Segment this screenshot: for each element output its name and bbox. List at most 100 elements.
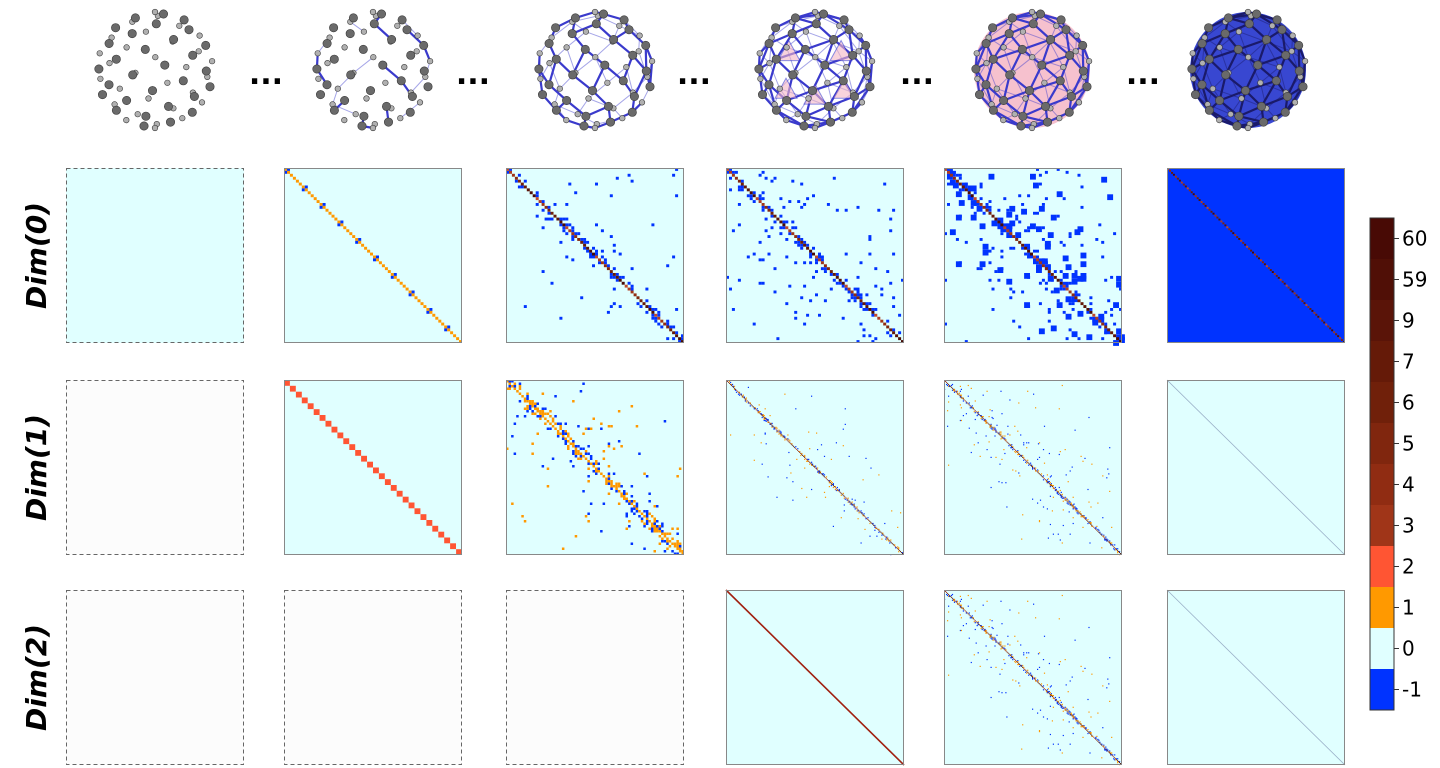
cell — [967, 605, 969, 607]
atom — [754, 64, 764, 74]
cell — [1000, 643, 1002, 645]
cell — [1037, 458, 1039, 460]
cell — [1081, 726, 1083, 728]
cell — [1023, 654, 1025, 656]
cell — [965, 402, 967, 404]
cell — [681, 337, 684, 341]
cell — [960, 388, 962, 390]
cell — [567, 435, 570, 438]
cell — [789, 464, 791, 466]
cell — [1069, 470, 1071, 472]
atom — [1281, 50, 1291, 60]
cell — [1075, 510, 1077, 512]
cell — [856, 275, 860, 279]
cell — [969, 617, 971, 619]
cell — [597, 470, 600, 473]
cell — [1114, 757, 1116, 759]
cell — [289, 385, 296, 392]
atom — [352, 111, 359, 118]
cell — [1017, 640, 1019, 642]
cell — [1004, 645, 1006, 647]
cell — [794, 316, 798, 320]
cell — [1036, 258, 1039, 262]
cell — [751, 405, 753, 407]
cell — [806, 496, 808, 498]
cell — [1228, 228, 1231, 231]
cell — [1065, 707, 1067, 709]
cell — [1216, 216, 1219, 219]
atom — [847, 107, 857, 117]
cell — [1256, 255, 1258, 258]
cell — [615, 278, 619, 282]
cell — [1067, 499, 1069, 501]
cell — [975, 642, 977, 644]
cell — [1065, 499, 1067, 501]
cell — [1013, 658, 1015, 660]
atom — [111, 54, 121, 64]
cell — [396, 490, 403, 497]
cell — [663, 550, 667, 553]
cell — [1081, 515, 1083, 517]
cell — [960, 606, 962, 608]
bond — [594, 56, 608, 84]
cell — [549, 410, 552, 413]
atom — [788, 70, 798, 80]
cell — [1044, 267, 1048, 271]
bond — [822, 13, 850, 31]
cell — [820, 444, 823, 446]
cell — [814, 466, 815, 468]
cell — [1090, 521, 1092, 524]
cell — [1021, 455, 1023, 457]
cell — [1072, 706, 1074, 708]
cell — [577, 450, 580, 453]
cell — [610, 480, 613, 483]
cell — [1047, 691, 1049, 693]
cell — [1112, 755, 1114, 757]
cell — [1049, 482, 1051, 484]
atom — [983, 59, 990, 67]
cell — [829, 287, 833, 291]
cell — [749, 197, 753, 201]
cell — [949, 173, 953, 177]
cell — [944, 232, 947, 236]
atom — [1199, 59, 1206, 67]
cell — [878, 474, 880, 476]
cell — [1234, 234, 1237, 236]
cell — [579, 447, 583, 450]
cell — [635, 505, 639, 508]
cell — [571, 229, 575, 233]
colorbar-segment — [1370, 505, 1394, 547]
cell — [630, 510, 634, 513]
cell — [886, 536, 888, 538]
atom — [848, 50, 858, 60]
cell — [989, 636, 991, 638]
cell — [742, 396, 744, 398]
cell — [1023, 666, 1025, 668]
atom — [551, 105, 561, 115]
cell — [584, 450, 588, 453]
bond — [1260, 80, 1278, 107]
bond — [1055, 25, 1077, 52]
cell — [1190, 191, 1193, 194]
cell — [889, 542, 891, 544]
bond — [585, 31, 613, 42]
cell — [367, 461, 373, 468]
cell — [1038, 281, 1042, 285]
cell — [405, 287, 409, 291]
cell — [1055, 489, 1057, 491]
atom — [551, 23, 561, 33]
cell — [284, 380, 290, 386]
cell — [678, 337, 682, 341]
cell — [995, 429, 997, 431]
cell — [962, 397, 964, 399]
cell — [612, 447, 616, 450]
cell — [1114, 547, 1116, 549]
cell — [1033, 393, 1035, 395]
cell — [821, 473, 824, 475]
cell — [891, 510, 893, 512]
cell — [837, 489, 839, 491]
cell — [1097, 740, 1099, 742]
cell — [999, 433, 1001, 435]
cell — [1080, 455, 1082, 457]
cell — [733, 385, 736, 387]
